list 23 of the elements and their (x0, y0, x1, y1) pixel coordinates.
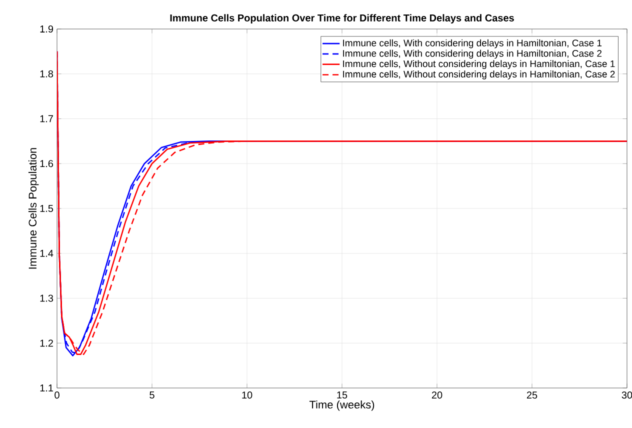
legend-label: Immune cells, Without considering delays in Hamiltonian, Case 1 (343, 60, 615, 70)
legend-label: Immune cells, Without considering delays in Hamiltonian, Case 2 (343, 70, 615, 80)
legend-label: Immune cells, With considering delays in Hamiltonian, Case 1 (343, 39, 602, 48)
x-tick-label: 10 (242, 392, 252, 399)
x-tick-label: 15 (337, 392, 348, 398)
y-tick-label: 1.9 (40, 25, 54, 33)
y-tick-label: 1.1 (40, 384, 53, 392)
y-tick-label: 1.6 (40, 160, 54, 168)
y-tick-label: 1.7 (40, 115, 53, 122)
x-tick-label: 30 (622, 392, 632, 399)
chart-title: Immune Cells Population Over Time for Different Time Delays and Cases (170, 14, 514, 24)
y-axis-title: Immune Cells Population (28, 148, 39, 269)
y-tick-label: 1.4 (40, 250, 54, 257)
x-axis-title: Time (weeks) (309, 400, 374, 411)
x-tick-label: 25 (526, 392, 538, 399)
legend-label: Immune cells, With considering delays in Hamiltonian, Case 2 (343, 50, 602, 59)
x-tick-label: 0 (54, 392, 60, 399)
y-tick-label: 1.2 (40, 340, 53, 347)
x-tick-label: 5 (150, 392, 154, 398)
y-tick-label: 1.8 (40, 70, 54, 78)
y-tick-label: 1.5 (40, 205, 54, 212)
y-tick-label: 1.3 (40, 294, 54, 302)
x-tick-label: 20 (432, 392, 442, 399)
